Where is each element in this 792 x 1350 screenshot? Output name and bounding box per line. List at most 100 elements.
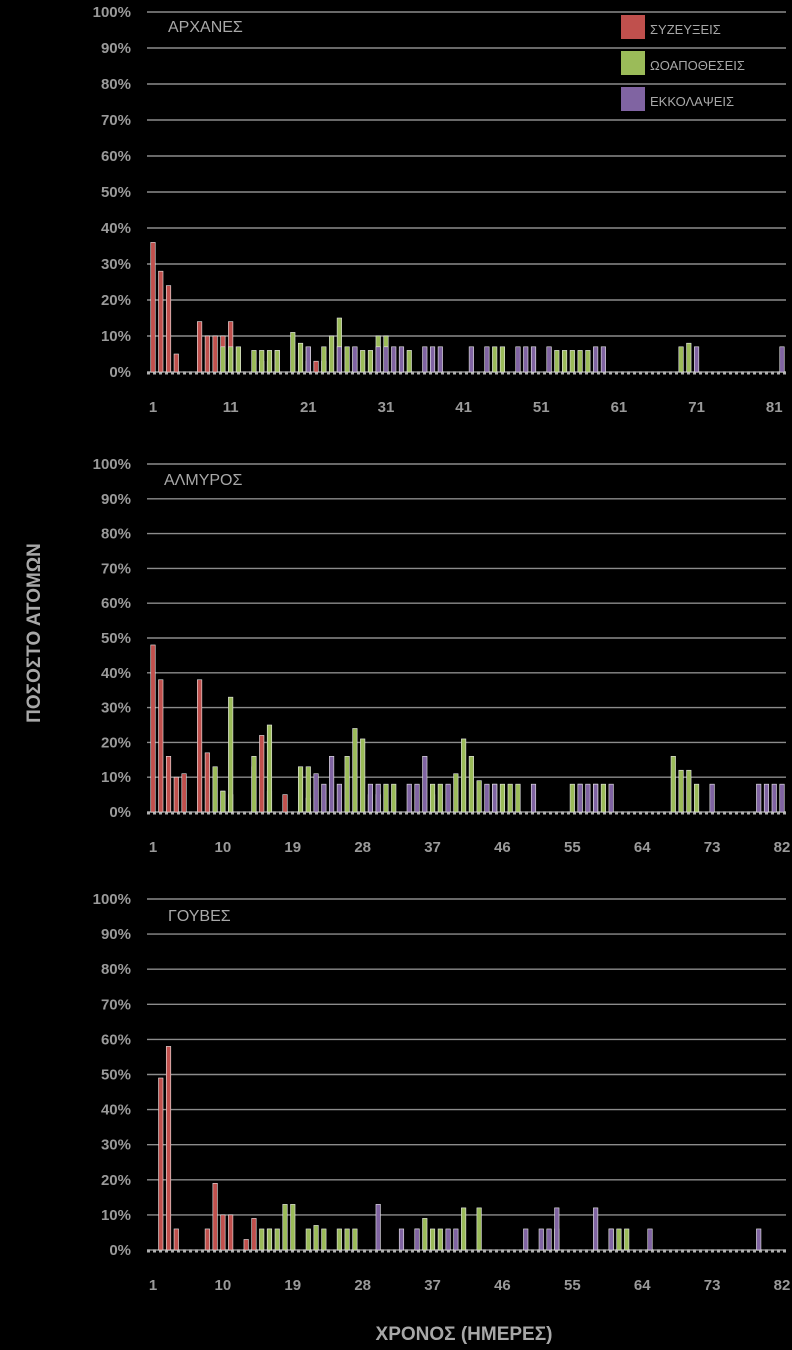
bar: [554, 1207, 560, 1251]
bar: [383, 346, 389, 373]
bar: [251, 756, 257, 813]
bar: [220, 790, 226, 813]
bar: [546, 1228, 552, 1251]
x-tick-label: 10: [215, 1277, 232, 1294]
bar: [546, 346, 552, 373]
y-tick-label: 50%: [101, 184, 131, 201]
y-tick-label: 50%: [101, 1067, 131, 1084]
bar: [453, 1228, 459, 1251]
x-tick-label: 61: [611, 399, 628, 416]
x-tick-label: 73: [704, 839, 721, 856]
bar: [437, 783, 443, 813]
bar: [181, 773, 187, 813]
chart-title: ΓΟΥΒΕΣ: [168, 908, 231, 925]
bar: [414, 1228, 420, 1251]
bar: [476, 1207, 482, 1251]
y-tick-label: 90%: [101, 491, 131, 508]
bar: [173, 776, 179, 813]
x-tick-label: 71: [688, 399, 705, 416]
bar: [158, 270, 164, 373]
bar: [150, 242, 156, 373]
x-tick-label: 55: [564, 839, 581, 856]
bar: [329, 335, 335, 373]
y-tick-label: 40%: [101, 665, 131, 682]
bar: [406, 783, 412, 813]
y-tick-label: 0%: [109, 364, 131, 381]
bar: [212, 1183, 218, 1251]
bar: [375, 783, 381, 813]
y-tick-label: 0%: [109, 1242, 131, 1259]
y-tick-label: 30%: [101, 700, 131, 717]
legend-swatch: [621, 87, 645, 111]
legend-label: ΣΥΖΕΥΞΕΙΣ: [650, 22, 721, 37]
panels: 0%10%20%30%40%50%60%70%80%90%100%1 11 21 31…: [93, 4, 791, 1294]
bar: [212, 766, 218, 813]
bar: [430, 783, 436, 813]
y-tick-label: 100%: [93, 4, 131, 21]
bar: [344, 346, 350, 373]
bar: [165, 756, 172, 813]
bar: [445, 1228, 451, 1251]
x-tick-label: 41: [455, 399, 472, 416]
bar: [538, 1228, 544, 1251]
bar: [228, 696, 234, 813]
legend-swatch: [621, 51, 645, 75]
y-tick-label: 70%: [101, 996, 131, 1013]
bar: [367, 783, 373, 813]
bar: [670, 756, 676, 813]
x-tick-label: 1: [149, 1277, 157, 1294]
bar: [391, 783, 397, 813]
bar: [297, 342, 304, 373]
bar: [756, 783, 762, 813]
bar: [507, 783, 513, 813]
y-tick-label: 40%: [101, 1102, 131, 1119]
bar: [608, 1228, 614, 1251]
x-tick-label: 28: [354, 1277, 371, 1294]
bar: [686, 342, 692, 373]
bar: [569, 350, 575, 373]
bar: [422, 756, 428, 813]
bar: [437, 346, 443, 373]
y-tick-label: 10%: [101, 769, 131, 786]
bar: [422, 346, 428, 373]
bar: [150, 644, 156, 813]
bar: [220, 346, 226, 373]
bar: [468, 756, 474, 813]
bar: [197, 679, 203, 813]
bar: [678, 346, 684, 373]
bar: [352, 346, 358, 373]
x-tick-label: 82: [774, 1277, 791, 1294]
bar: [398, 1228, 405, 1251]
chart-panel-1: 0%10%20%30%40%50%60%70%80%90%100%1 11 21 31…: [93, 4, 786, 416]
bar: [530, 783, 537, 813]
bar: [336, 783, 342, 813]
bar: [204, 1228, 210, 1251]
bar: [437, 1228, 443, 1251]
x-tick-label: 73: [704, 1277, 721, 1294]
y-tick-label: 80%: [101, 76, 131, 93]
x-tick-label: 1: [149, 839, 157, 856]
bar: [344, 756, 350, 813]
bar: [329, 756, 335, 813]
bar: [297, 766, 304, 813]
bar: [461, 1207, 467, 1251]
bar: [228, 346, 234, 373]
y-tick-label: 60%: [101, 595, 131, 612]
x-tick-label: 64: [634, 839, 651, 856]
y-tick-label: 20%: [101, 734, 131, 751]
y-tick-label: 70%: [101, 112, 131, 129]
bar: [290, 1204, 296, 1251]
x-tick-label: 37: [424, 839, 441, 856]
x-tick-label: 11: [223, 399, 239, 416]
bar: [251, 1218, 257, 1251]
x-tick-label: 37: [424, 1277, 441, 1294]
bar: [158, 1077, 164, 1251]
x-tick-label: 81: [766, 399, 783, 416]
bar: [515, 346, 521, 373]
y-tick-label: 80%: [101, 961, 131, 978]
bar: [593, 346, 599, 373]
bar: [484, 346, 490, 373]
bar: [616, 1228, 622, 1251]
chart-panel-2: 0% 10% 20% 30% 40% 50% 60% 70% 80% 90% 100% 1 10 19 28…: [93, 456, 791, 856]
y-tick-label: 100%: [93, 456, 131, 473]
